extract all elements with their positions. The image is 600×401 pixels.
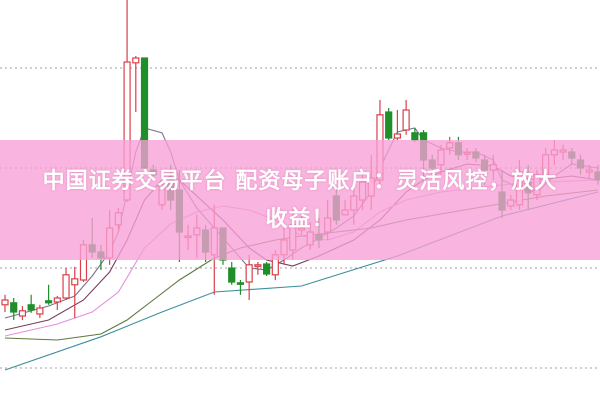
candle: [263, 262, 271, 276]
candle-body-down: [44, 300, 53, 304]
candle-body-up: [132, 57, 140, 64]
candle-body-up: [18, 310, 27, 317]
candle-body-down: [10, 302, 18, 313]
candle-body-up: [254, 264, 262, 267]
candle-body-down: [411, 132, 419, 141]
candle: [385, 108, 393, 140]
candle: [36, 304, 44, 318]
candle: [402, 100, 410, 135]
candle: [10, 298, 18, 320]
candle: [254, 262, 262, 275]
candle-body-up: [402, 109, 410, 131]
candle-body-up: [53, 297, 61, 303]
candle: [1, 294, 9, 312]
candle-body-up: [71, 278, 79, 286]
candle-body-down: [27, 304, 35, 311]
banner-line-1: 中国证券交易平台 配资母子账户：灵活风控，放大: [42, 169, 558, 194]
promo-banner: [0, 140, 600, 260]
candle: [44, 284, 53, 305]
candle-body-down: [263, 263, 271, 275]
candle: [62, 268, 70, 300]
candle-body-down: [236, 282, 245, 285]
candle: [27, 294, 35, 313]
promo-banner-text: 中国证券交易平台 配资母子账户：灵活风控，放大 收益！: [0, 163, 600, 239]
candle: [18, 306, 27, 320]
candle: [236, 280, 245, 295]
candle-body-down: [385, 111, 393, 139]
candle-body-up: [245, 264, 253, 283]
candle: [228, 262, 236, 285]
candle: [71, 266, 79, 318]
candle: [132, 56, 140, 112]
banner-line-2: 收益！: [265, 207, 335, 232]
candle: [245, 254, 253, 300]
candle-body-up: [393, 133, 401, 139]
candle: [393, 110, 401, 140]
candle-body-down: [228, 267, 236, 283]
candle-body-up: [36, 307, 44, 315]
candle-body-up: [62, 274, 70, 299]
candle: [53, 296, 61, 310]
candle-body-up: [1, 299, 9, 306]
